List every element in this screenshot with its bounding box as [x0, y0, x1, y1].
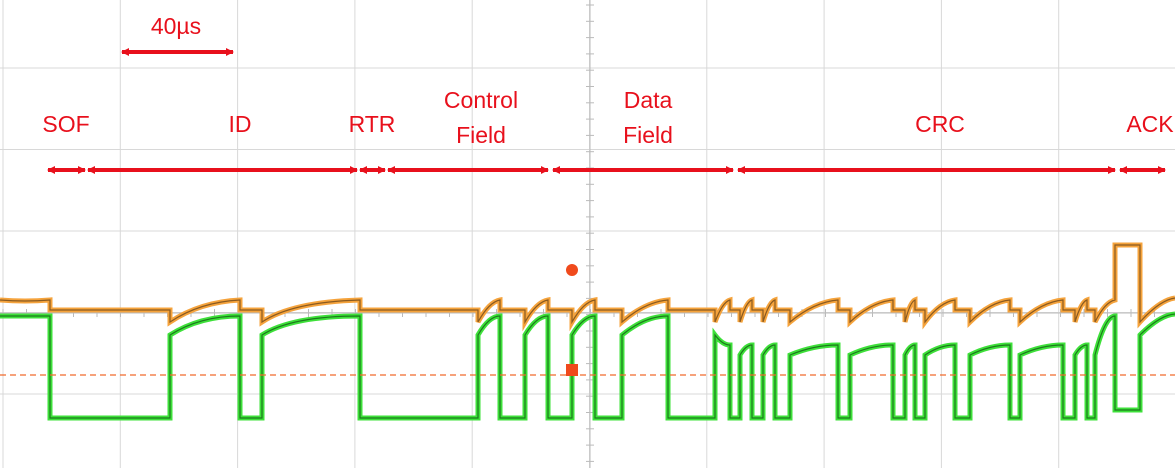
- field-label: Control: [444, 87, 518, 113]
- scale-label: 40µs: [151, 13, 201, 39]
- fields: SOF ID RTR Control Field Data Field CRC ACK: [42, 87, 1174, 170]
- field-label: Field: [623, 122, 673, 148]
- orange-trace-edge: [0, 245, 1175, 322]
- field-label: CRC: [915, 111, 965, 137]
- field-label: RTR: [349, 111, 396, 137]
- cursor-square: [566, 364, 578, 376]
- field-label: SOF: [42, 111, 89, 137]
- cursor-dot: [566, 264, 578, 276]
- orange-trace: [0, 245, 1175, 322]
- field-label: ID: [229, 111, 252, 137]
- grid: [0, 0, 1175, 468]
- scope-screen: 40µs SOF ID RTR Control Field Data Field CRC ACK: [0, 0, 1175, 468]
- green-trace: [0, 314, 1175, 418]
- field-label: Data: [624, 87, 673, 113]
- field-label: ACK: [1126, 111, 1174, 137]
- field-label: Field: [456, 122, 506, 148]
